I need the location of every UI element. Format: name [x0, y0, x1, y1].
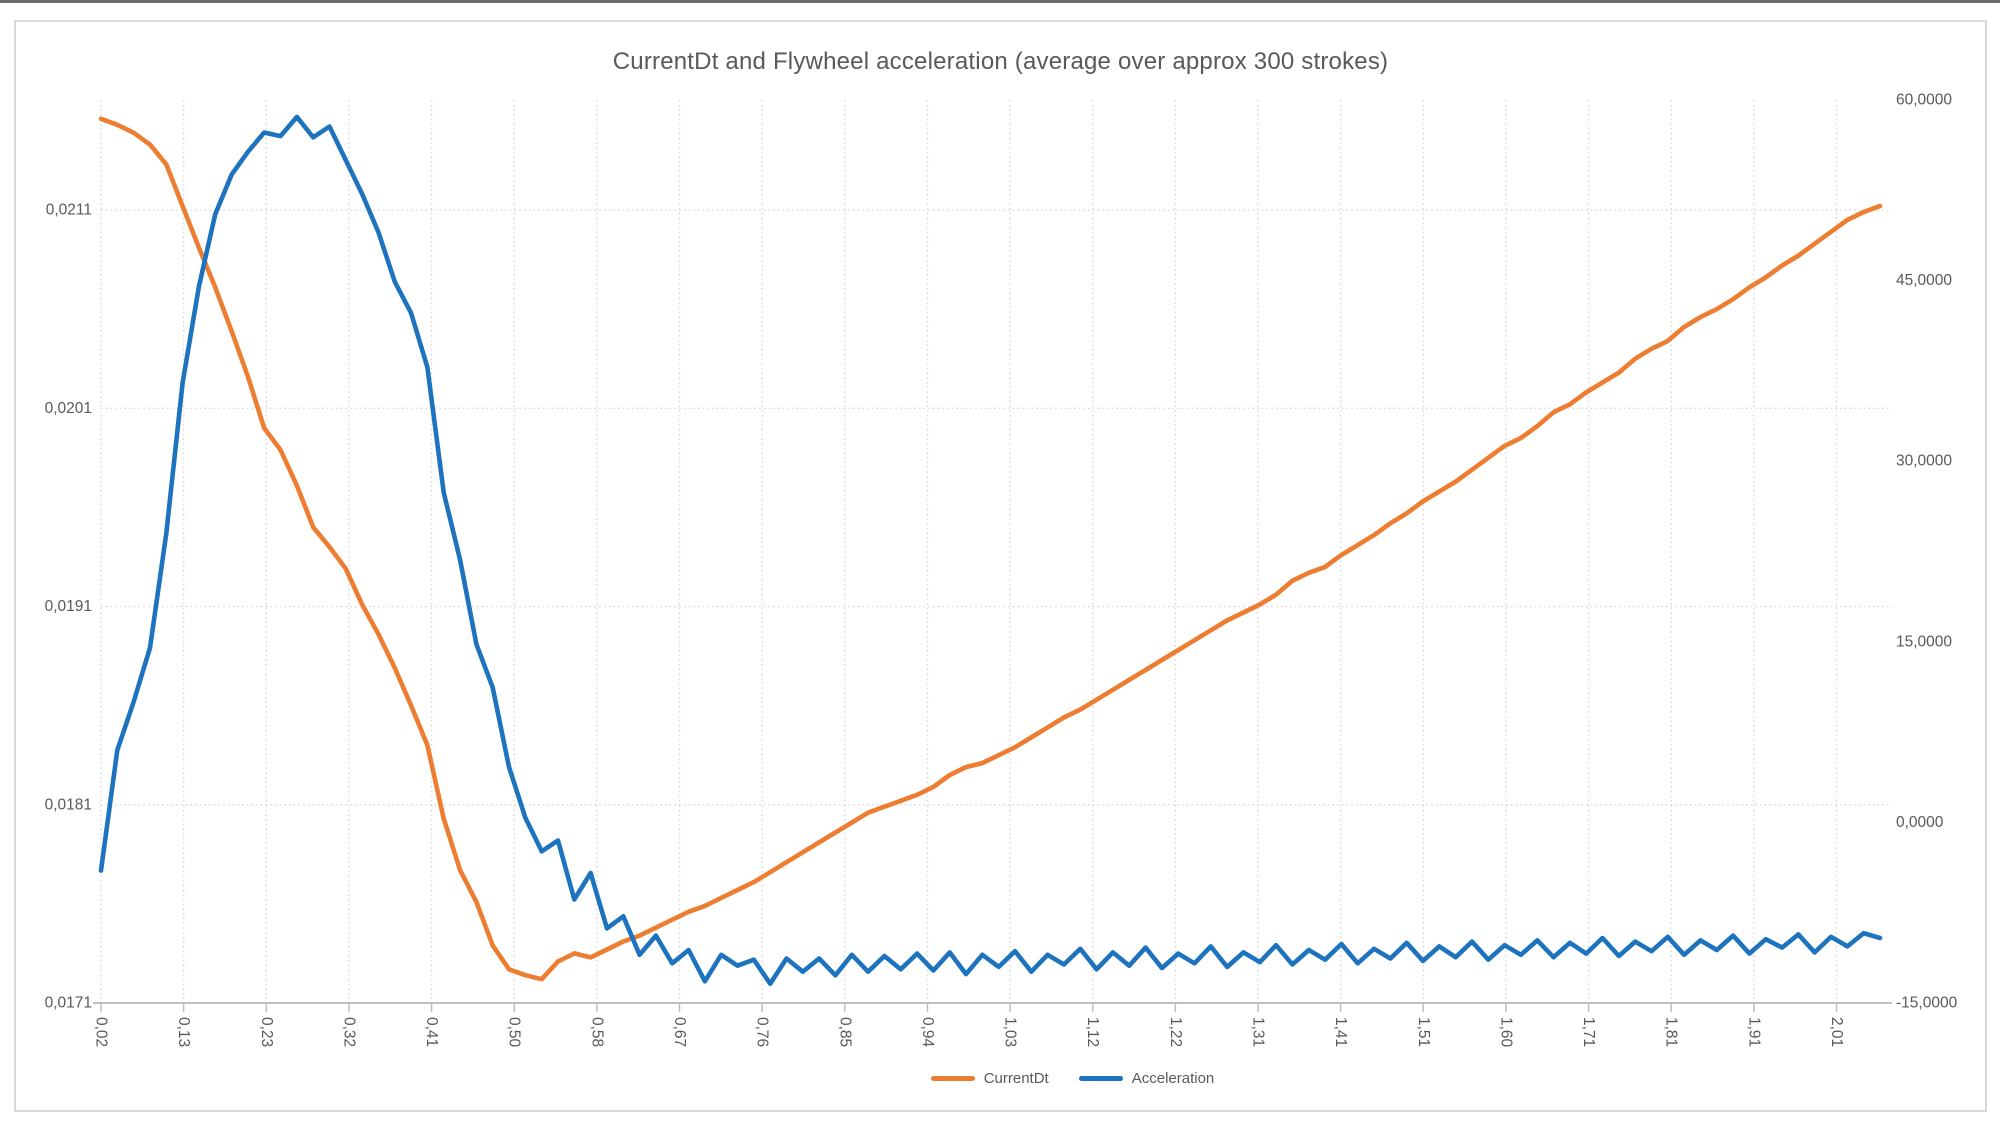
series-line-acceleration[interactable]	[98, 114, 1883, 987]
x-axis-tick-label: 0,94	[919, 1017, 936, 1048]
x-axis-tick-label: 2,01	[1828, 1017, 1845, 1047]
x-axis-tick-label: 0,85	[836, 1017, 853, 1047]
right-axis-tick-label: 45,0000	[1896, 272, 1952, 289]
right-axis-tick-label: 30,0000	[1896, 453, 1952, 470]
x-axis-labels: 0,02 0,13 0,23 0,32 0,41 0,50 0,58 0,67 0,76 0,85…	[93, 1017, 1846, 1048]
x-axis-tick-label: 1,81	[1663, 1017, 1680, 1047]
x-axis-tick-label: 0,50	[506, 1017, 523, 1048]
window-top-edge	[0, 0, 2000, 3]
x-axis-tick-label: 0,23	[258, 1017, 275, 1047]
right-axis-tick-label: 60,0000	[1896, 92, 1952, 109]
x-axis-tick-label: 0,13	[175, 1017, 192, 1047]
x-axis-tick-label: 0,32	[340, 1017, 357, 1047]
left-axis-tick-label: 0,0181	[45, 796, 92, 813]
legend-item-currentdt[interactable]: CurrentDt	[930, 1069, 1049, 1087]
x-axis	[93, 1002, 1892, 1012]
right-axis-tick-label: 0,0000	[1896, 814, 1944, 831]
x-axis-tick-label: 1,22	[1167, 1017, 1184, 1047]
left-axis-tick-label: 0,0201	[45, 400, 92, 417]
gridlines	[100, 100, 1892, 1003]
x-axis-tick-label: 1,31	[1250, 1017, 1267, 1047]
legend-label-acceleration: Acceleration	[1131, 1069, 1215, 1087]
currentdt-line-swatch-icon	[930, 1075, 975, 1081]
left-axis-tick-label: 0,0211	[46, 202, 92, 219]
left-axis-tick-label: 0,0191	[45, 598, 92, 615]
series-line-currentdt[interactable]	[98, 116, 1883, 982]
left-axis-tick-label: 0,0171	[45, 995, 92, 1012]
x-axis-tick-label: 0,41	[423, 1017, 440, 1047]
x-axis-tick-label: 1,03	[1002, 1017, 1019, 1047]
acceleration-line-swatch-icon	[1078, 1075, 1123, 1081]
legend-label-currentdt: CurrentDt	[983, 1069, 1049, 1087]
x-axis-tick-label: 1,60	[1497, 1017, 1514, 1048]
x-axis-tick-label: 1,71	[1580, 1017, 1597, 1047]
chart-legend: CurrentDt Acceleration	[88, 1062, 2000, 1094]
x-axis-tick-label: 1,12	[1084, 1017, 1101, 1047]
right-axis-tick-label: -15,0000	[1896, 995, 1958, 1012]
x-axis-tick-label: 1,51	[1415, 1017, 1432, 1047]
x-axis-tick-label: 0,76	[754, 1017, 771, 1047]
right-axis-labels: 60,0000 45,0000 30,0000 15,0000 0,0000 -15,00…	[1896, 92, 1958, 1012]
x-axis-tick-label: 0,67	[671, 1017, 688, 1047]
x-axis-tick-label: 1,41	[1332, 1017, 1349, 1047]
chart-container: 0,0211 0,0201 0,0191 0,0181 0,0171 60,0000 45,…	[14, 20, 1987, 1112]
x-axis-tick-label: 0,58	[588, 1017, 605, 1047]
chart-title: CurrentDt and Flywheel acceleration (ave…	[612, 48, 1389, 75]
x-axis-tick-label: 0,02	[93, 1017, 110, 1047]
plot-area: 0,0211 0,0201 0,0191 0,0181 0,0171 60,0000 45,…	[45, 92, 1958, 1048]
left-axis-labels: 0,0211 0,0201 0,0191 0,0181 0,0171	[45, 202, 92, 1012]
x-axis-tick-label: 1,91	[1745, 1017, 1762, 1047]
legend-item-acceleration[interactable]: Acceleration	[1078, 1069, 1215, 1087]
right-axis-tick-label: 15,0000	[1896, 633, 1952, 650]
